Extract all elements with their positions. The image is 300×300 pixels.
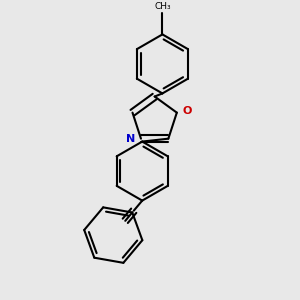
- Text: O: O: [182, 106, 192, 116]
- Text: CH₃: CH₃: [154, 2, 171, 11]
- Text: N: N: [126, 134, 135, 144]
